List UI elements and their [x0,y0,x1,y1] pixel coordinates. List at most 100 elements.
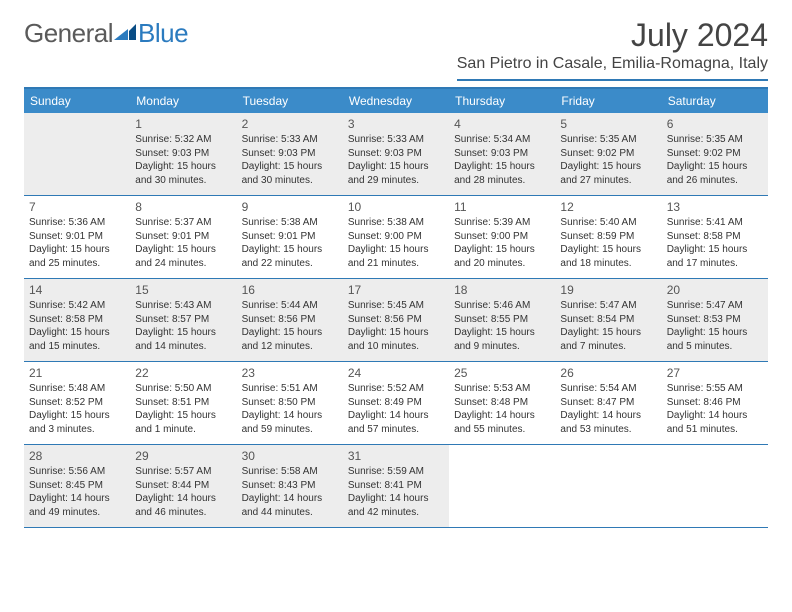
day-cell: 4Sunrise: 5:34 AMSunset: 9:03 PMDaylight… [449,113,555,195]
day-number: 9 [242,199,338,215]
daylight-text: Daylight: 15 hours and 1 minute. [135,409,231,436]
daylight-text: Daylight: 14 hours and 42 minutes. [348,492,444,519]
location: San Pietro in Casale, Emilia-Romagna, It… [457,55,768,81]
sunrise-text: Sunrise: 5:52 AM [348,382,444,396]
sunset-text: Sunset: 8:59 PM [560,230,656,244]
day-cell [662,445,768,527]
daylight-text: Daylight: 15 hours and 29 minutes. [348,160,444,187]
sunrise-text: Sunrise: 5:39 AM [454,216,550,230]
month-title: July 2024 [457,18,768,53]
logo-text-1: General [24,18,113,49]
sunrise-text: Sunrise: 5:33 AM [242,133,338,147]
week-row: 1Sunrise: 5:32 AMSunset: 9:03 PMDaylight… [24,113,768,196]
sunrise-text: Sunrise: 5:47 AM [667,299,763,313]
day-cell: 11Sunrise: 5:39 AMSunset: 9:00 PMDayligh… [449,196,555,278]
logo-text-2: Blue [138,18,188,49]
daylight-text: Daylight: 14 hours and 59 minutes. [242,409,338,436]
daylight-text: Daylight: 15 hours and 5 minutes. [667,326,763,353]
sunset-text: Sunset: 8:51 PM [135,396,231,410]
day-number: 24 [348,365,444,381]
day-number: 19 [560,282,656,298]
day-number: 25 [454,365,550,381]
sunrise-text: Sunrise: 5:40 AM [560,216,656,230]
day-number: 2 [242,116,338,132]
daylight-text: Daylight: 15 hours and 25 minutes. [29,243,125,270]
sunrise-text: Sunrise: 5:54 AM [560,382,656,396]
sunrise-text: Sunrise: 5:36 AM [29,216,125,230]
daylight-text: Daylight: 14 hours and 53 minutes. [560,409,656,436]
day-number: 8 [135,199,231,215]
sunrise-text: Sunrise: 5:58 AM [242,465,338,479]
daylight-text: Daylight: 15 hours and 28 minutes. [454,160,550,187]
day-number: 21 [29,365,125,381]
day-cell: 17Sunrise: 5:45 AMSunset: 8:56 PMDayligh… [343,279,449,361]
sunset-text: Sunset: 8:43 PM [242,479,338,493]
day-number: 3 [348,116,444,132]
sunset-text: Sunset: 9:03 PM [454,147,550,161]
sunrise-text: Sunrise: 5:38 AM [242,216,338,230]
day-headers-row: SundayMondayTuesdayWednesdayThursdayFrid… [24,89,768,113]
week-row: 28Sunrise: 5:56 AMSunset: 8:45 PMDayligh… [24,445,768,528]
sunrise-text: Sunrise: 5:35 AM [667,133,763,147]
day-cell: 10Sunrise: 5:38 AMSunset: 9:00 PMDayligh… [343,196,449,278]
day-cell [555,445,661,527]
day-cell: 30Sunrise: 5:58 AMSunset: 8:43 PMDayligh… [237,445,343,527]
sunset-text: Sunset: 9:00 PM [348,230,444,244]
week-row: 14Sunrise: 5:42 AMSunset: 8:58 PMDayligh… [24,279,768,362]
sunrise-text: Sunrise: 5:57 AM [135,465,231,479]
sunrise-text: Sunrise: 5:46 AM [454,299,550,313]
sunrise-text: Sunrise: 5:35 AM [560,133,656,147]
daylight-text: Daylight: 15 hours and 3 minutes. [29,409,125,436]
sunrise-text: Sunrise: 5:50 AM [135,382,231,396]
daylight-text: Daylight: 14 hours and 44 minutes. [242,492,338,519]
weeks-container: 1Sunrise: 5:32 AMSunset: 9:03 PMDaylight… [24,113,768,528]
daylight-text: Daylight: 15 hours and 9 minutes. [454,326,550,353]
logo-icon [114,18,136,49]
day-cell: 16Sunrise: 5:44 AMSunset: 8:56 PMDayligh… [237,279,343,361]
daylight-text: Daylight: 14 hours and 49 minutes. [29,492,125,519]
logo: General Blue [24,18,188,49]
day-header: Wednesday [343,89,449,113]
sunset-text: Sunset: 8:58 PM [29,313,125,327]
sunset-text: Sunset: 8:52 PM [29,396,125,410]
sunrise-text: Sunrise: 5:42 AM [29,299,125,313]
day-cell: 3Sunrise: 5:33 AMSunset: 9:03 PMDaylight… [343,113,449,195]
calendar: SundayMondayTuesdayWednesdayThursdayFrid… [24,87,768,528]
sunrise-text: Sunrise: 5:45 AM [348,299,444,313]
day-cell: 2Sunrise: 5:33 AMSunset: 9:03 PMDaylight… [237,113,343,195]
daylight-text: Daylight: 15 hours and 24 minutes. [135,243,231,270]
sunset-text: Sunset: 9:01 PM [242,230,338,244]
sunset-text: Sunset: 8:55 PM [454,313,550,327]
sunset-text: Sunset: 9:02 PM [560,147,656,161]
daylight-text: Daylight: 15 hours and 27 minutes. [560,160,656,187]
sunset-text: Sunset: 8:47 PM [560,396,656,410]
sunset-text: Sunset: 8:56 PM [348,313,444,327]
day-number: 4 [454,116,550,132]
day-header: Saturday [662,89,768,113]
sunrise-text: Sunrise: 5:53 AM [454,382,550,396]
day-number: 10 [348,199,444,215]
day-cell: 29Sunrise: 5:57 AMSunset: 8:44 PMDayligh… [130,445,236,527]
calendar-page: General Blue July 2024 San Pietro in Cas… [0,0,792,612]
daylight-text: Daylight: 15 hours and 14 minutes. [135,326,231,353]
sunrise-text: Sunrise: 5:55 AM [667,382,763,396]
day-number: 17 [348,282,444,298]
day-cell: 6Sunrise: 5:35 AMSunset: 9:02 PMDaylight… [662,113,768,195]
day-cell: 23Sunrise: 5:51 AMSunset: 8:50 PMDayligh… [237,362,343,444]
sunset-text: Sunset: 8:46 PM [667,396,763,410]
day-cell: 22Sunrise: 5:50 AMSunset: 8:51 PMDayligh… [130,362,236,444]
sunrise-text: Sunrise: 5:43 AM [135,299,231,313]
daylight-text: Daylight: 15 hours and 7 minutes. [560,326,656,353]
day-cell: 9Sunrise: 5:38 AMSunset: 9:01 PMDaylight… [237,196,343,278]
day-header: Tuesday [237,89,343,113]
sunrise-text: Sunrise: 5:38 AM [348,216,444,230]
daylight-text: Daylight: 15 hours and 30 minutes. [242,160,338,187]
day-cell: 26Sunrise: 5:54 AMSunset: 8:47 PMDayligh… [555,362,661,444]
sunrise-text: Sunrise: 5:32 AM [135,133,231,147]
day-number: 20 [667,282,763,298]
sunrise-text: Sunrise: 5:59 AM [348,465,444,479]
daylight-text: Daylight: 15 hours and 18 minutes. [560,243,656,270]
sunset-text: Sunset: 8:50 PM [242,396,338,410]
day-cell: 14Sunrise: 5:42 AMSunset: 8:58 PMDayligh… [24,279,130,361]
header: General Blue July 2024 San Pietro in Cas… [24,18,768,81]
